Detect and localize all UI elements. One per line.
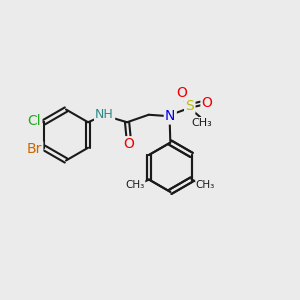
Text: Br: Br (27, 142, 42, 156)
Text: N: N (165, 109, 175, 123)
Text: CH₃: CH₃ (126, 180, 145, 190)
Text: Cl: Cl (28, 114, 41, 128)
Text: NH: NH (95, 108, 114, 121)
Text: O: O (176, 86, 187, 100)
Text: CH₃: CH₃ (191, 118, 212, 128)
Text: CH₃: CH₃ (196, 180, 215, 190)
Text: O: O (202, 96, 213, 110)
Text: O: O (123, 137, 134, 152)
Text: S: S (185, 99, 194, 113)
